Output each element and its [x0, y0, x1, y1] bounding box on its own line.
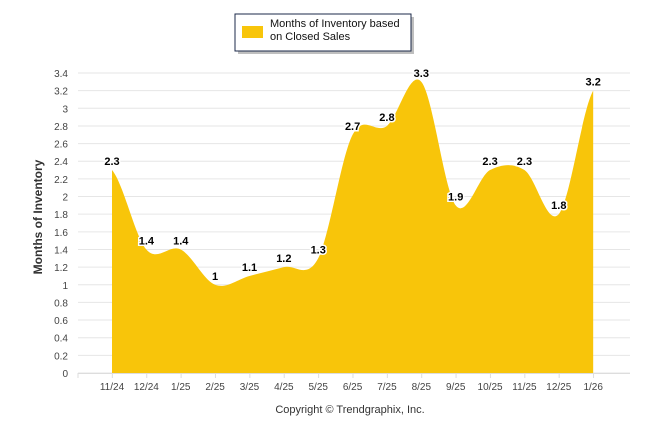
x-tick-label: 11/25	[512, 382, 537, 393]
y-tick-label: 1.4	[54, 245, 68, 256]
data-label: 2.8	[379, 112, 394, 124]
legend-swatch	[242, 26, 263, 38]
copyright: Copyright © Trendgraphix, Inc.	[275, 404, 424, 416]
data-label: 1.9	[448, 191, 463, 203]
y-tick-label: 1.2	[54, 263, 68, 274]
x-tick-label: 3/25	[240, 382, 260, 393]
x-tick-label: 8/25	[412, 382, 432, 393]
x-tick-label: 10/25	[478, 382, 503, 393]
data-label: 3.2	[586, 77, 601, 89]
legend-label-line2: on Closed Sales	[270, 31, 351, 43]
x-tick-label: 4/25	[274, 382, 294, 393]
data-label: 1.3	[311, 244, 326, 256]
x-tick-label: 5/25	[308, 382, 328, 393]
data-label: 1.8	[551, 200, 566, 212]
data-label: 1.4	[139, 235, 155, 247]
y-axis: 0 0.2 0.4 0.6 0.8 1 1.2 1.4 1.6 1.8 2 2.2 2.4 2.6 2.8 3…	[54, 69, 68, 380]
y-tick-label: 2	[62, 193, 68, 204]
area-series	[112, 79, 594, 373]
x-tick-label: 12/25	[546, 382, 571, 393]
y-tick-label: 0	[62, 369, 68, 380]
y-tick-label: 0.6	[54, 316, 68, 327]
x-tick-label: 9/25	[446, 382, 466, 393]
y-tick-label: 3.2	[54, 87, 68, 98]
data-label: 1.4	[173, 235, 189, 247]
x-tick-label: 6/25	[343, 382, 363, 393]
data-label: 2.3	[482, 156, 497, 168]
x-tick-label: 1/26	[583, 382, 603, 393]
data-label: 2.3	[104, 156, 119, 168]
x-tick-label: 2/25	[205, 382, 225, 393]
y-tick-label: 2.8	[54, 122, 68, 133]
x-tick-label: 11/24	[100, 382, 125, 393]
x-tick-label: 1/25	[171, 382, 191, 393]
data-label: 1	[212, 271, 218, 283]
data-labels: 2.3 1.4 1.4 1 1.1 1.2 1.3 2.7 2.8 3.3 1.9 2.3 2.3 1.8…	[103, 66, 602, 284]
data-label: 1.2	[276, 253, 291, 265]
y-tick-label: 1.6	[54, 228, 68, 239]
y-tick-label: 1.8	[54, 210, 68, 221]
y-tick-label: 2.4	[54, 157, 68, 168]
data-label: 2.3	[517, 156, 532, 168]
legend-label-line1: Months of Inventory based	[270, 18, 400, 30]
legend: Months of Inventory based on Closed Sale…	[234, 13, 414, 54]
y-tick-label: 3	[62, 104, 68, 115]
y-tick-label: 0.8	[54, 298, 68, 309]
y-tick-label: 0.2	[54, 351, 68, 362]
data-label: 3.3	[414, 68, 429, 80]
x-axis: 11/24 12/24 1/25 2/25 3/25 4/25 5/25 6/25 7/25 8/…	[77, 373, 630, 393]
y-tick-label: 3.4	[54, 69, 68, 80]
y-tick-label: 1	[62, 281, 68, 292]
y-tick-label: 2.6	[54, 140, 68, 151]
x-tick-label: 12/24	[134, 382, 159, 393]
y-tick-label: 0.4	[54, 334, 68, 345]
y-axis-title: Months of Inventory	[31, 159, 45, 274]
y-tick-label: 2.2	[54, 175, 68, 186]
x-tick-label: 7/25	[377, 382, 397, 393]
data-label: 1.1	[242, 262, 257, 274]
data-label: 2.7	[345, 121, 360, 133]
